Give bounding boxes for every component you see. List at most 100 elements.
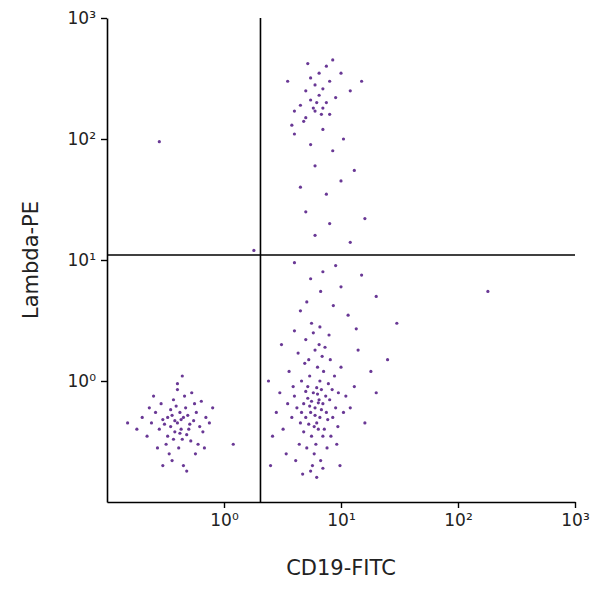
data-point	[305, 300, 308, 303]
data-point	[294, 459, 297, 462]
data-point	[297, 352, 300, 355]
data-point	[298, 443, 301, 446]
data-point	[211, 406, 214, 409]
data-point	[332, 304, 335, 307]
data-point	[304, 390, 307, 393]
data-point	[198, 425, 201, 428]
data-point	[308, 405, 311, 408]
data-point	[347, 314, 350, 317]
data-point	[318, 325, 321, 328]
data-point	[295, 406, 298, 409]
data-point	[339, 72, 342, 75]
y-tick-label: 10¹	[68, 250, 96, 270]
data-point	[173, 430, 176, 433]
data-point	[175, 405, 178, 408]
data-point	[318, 72, 321, 75]
data-point	[305, 446, 308, 449]
data-point	[267, 379, 270, 382]
data-point	[328, 80, 331, 83]
data-point	[321, 467, 324, 470]
data-point	[314, 443, 317, 446]
data-point	[148, 406, 151, 409]
data-point	[339, 366, 342, 369]
data-point	[304, 210, 307, 213]
data-point	[252, 249, 255, 252]
data-point	[165, 443, 168, 446]
plot-area	[107, 18, 575, 502]
y-tick-mark	[101, 381, 107, 382]
data-point	[353, 169, 356, 172]
data-point	[315, 101, 318, 104]
y-tick-label: 10⁰	[68, 371, 97, 391]
data-point	[158, 428, 161, 431]
data-point	[309, 76, 312, 79]
data-point	[336, 425, 339, 428]
data-point	[486, 290, 489, 293]
data-point	[285, 452, 288, 455]
x-tick-label: 10³	[561, 510, 589, 530]
data-point	[201, 430, 204, 433]
data-point	[325, 411, 328, 414]
data-point	[312, 107, 315, 110]
data-point	[349, 89, 352, 92]
quadrant-line-horizontal	[107, 254, 575, 256]
data-point	[313, 349, 316, 352]
data-point	[337, 391, 340, 394]
data-point	[275, 411, 278, 414]
data-point	[299, 186, 302, 189]
data-point	[150, 421, 153, 424]
data-point	[278, 391, 281, 394]
data-point	[180, 418, 183, 421]
x-tick-label: 10²	[444, 510, 472, 530]
data-point	[158, 140, 161, 143]
data-point	[309, 411, 312, 414]
data-point	[324, 395, 327, 398]
data-point	[152, 395, 155, 398]
data-point	[185, 433, 188, 436]
data-point	[338, 464, 341, 467]
data-point	[303, 362, 306, 365]
data-point	[321, 355, 324, 358]
data-point	[319, 459, 322, 462]
data-point	[293, 110, 296, 113]
data-point	[325, 193, 328, 196]
data-point	[195, 411, 198, 414]
data-point	[299, 104, 302, 107]
data-point	[290, 124, 293, 127]
data-point	[182, 464, 185, 467]
data-point	[315, 476, 318, 479]
x-tick-mark	[575, 502, 576, 508]
data-point	[292, 385, 295, 388]
data-point	[308, 374, 311, 377]
x-tick-label: 10⁰	[210, 510, 239, 530]
data-point	[318, 398, 321, 401]
chart: 10⁰10¹10²10³10⁰10¹10²10³CD19-FITCLambda-…	[0, 0, 600, 591]
y-tick-label: 10³	[68, 8, 96, 28]
data-point	[177, 446, 180, 449]
data-point	[339, 285, 342, 288]
data-point	[172, 438, 175, 441]
data-point	[333, 374, 336, 377]
data-point	[315, 421, 318, 424]
data-point	[320, 408, 323, 411]
y-tick: 10³	[68, 8, 107, 28]
data-point	[325, 446, 328, 449]
data-point	[369, 370, 372, 373]
data-point	[304, 416, 307, 419]
data-point	[181, 438, 184, 441]
data-point	[334, 264, 337, 267]
data-point	[309, 143, 312, 146]
data-point	[311, 464, 314, 467]
data-point	[328, 113, 331, 116]
data-point	[307, 358, 310, 361]
data-point	[318, 416, 321, 419]
data-point	[170, 459, 173, 462]
data-point	[386, 358, 389, 361]
data-point	[160, 402, 163, 405]
data-point	[375, 295, 378, 298]
data-point	[194, 452, 197, 455]
data-point	[301, 473, 304, 476]
data-point	[360, 80, 363, 83]
data-point	[306, 62, 309, 65]
x-tick-label: 10¹	[327, 510, 355, 530]
